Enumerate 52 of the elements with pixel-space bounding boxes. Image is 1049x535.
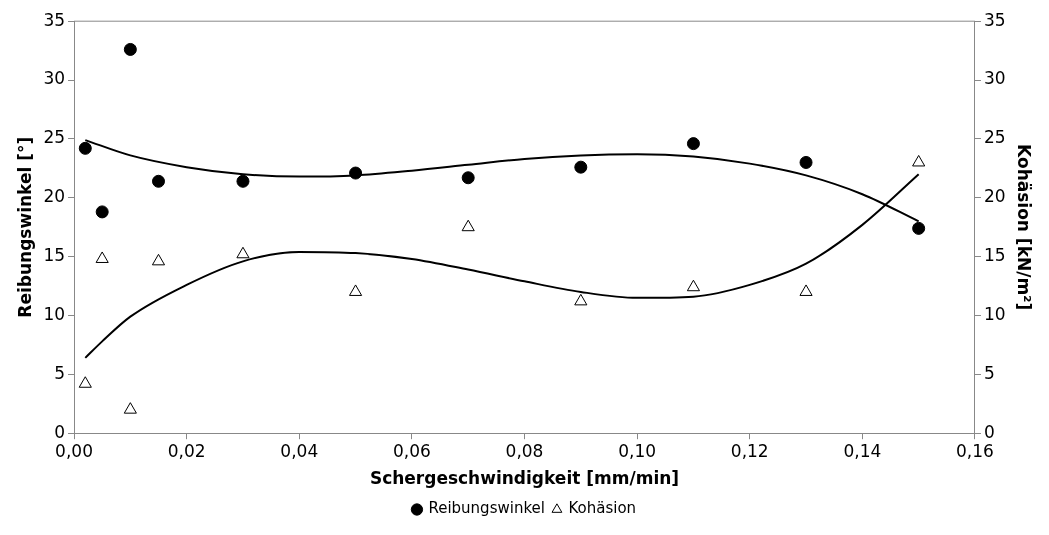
y-tick-label: 0 [54, 421, 66, 442]
point [123, 402, 137, 414]
y2-tick-label: 35 [983, 9, 1006, 30]
x-tick-label: 0,14 [843, 440, 882, 461]
y-tick-label: 20 [43, 186, 66, 207]
point [236, 246, 250, 259]
x-tick-label: 0,08 [505, 440, 544, 461]
point [95, 205, 109, 219]
x-tick-label: 0,04 [280, 440, 319, 461]
y-tick-label: 25 [43, 127, 66, 148]
y-tick-label: 15 [43, 245, 66, 266]
y2-tick-label: 5 [983, 362, 995, 383]
point [78, 141, 92, 155]
x-tick-label: 0,02 [167, 440, 206, 461]
point [686, 137, 700, 151]
x-tick-label: 0,12 [730, 440, 769, 461]
y2-tick-label: 15 [983, 245, 1006, 266]
point [123, 42, 137, 56]
x-tick-label: 0,10 [618, 440, 657, 461]
point [912, 221, 926, 235]
point [799, 155, 813, 169]
y2-tick-label: 25 [983, 127, 1006, 148]
y-tick-label: 35 [43, 9, 66, 30]
y2-tick-label: 10 [983, 303, 1006, 324]
y-axis-title: Reibungswinkel [°] [14, 136, 35, 318]
x-tick-label: 0,00 [55, 440, 93, 461]
point [349, 166, 363, 180]
x-axis-title: Schergeschwindigkeit [mm/min] [369, 468, 680, 489]
x-tick-label: 0,06 [392, 440, 431, 461]
point [461, 171, 475, 185]
point [95, 251, 109, 263]
point [151, 253, 166, 266]
y2-tick-label: 30 [983, 68, 1006, 89]
x-tick-label: 0,16 [956, 440, 994, 461]
point [349, 284, 363, 296]
y-tick-label: 5 [54, 362, 66, 383]
y2-axis-title: Kohäsion [kN/m²] [1014, 144, 1035, 311]
point [152, 174, 165, 188]
point [912, 154, 926, 167]
y2-tick-label: 0 [983, 421, 995, 442]
y2-tick-label: 20 [983, 186, 1006, 207]
point [236, 174, 250, 188]
y-tick-label: 30 [43, 68, 66, 89]
point [461, 219, 475, 232]
point [574, 293, 588, 306]
point [574, 160, 588, 174]
point [799, 284, 813, 296]
y-tick-label: 10 [43, 303, 66, 324]
point [78, 376, 92, 388]
legend-label: Kohäsion [568, 499, 637, 518]
legend-label: Reibungswinkel [428, 499, 545, 518]
point [686, 279, 700, 292]
